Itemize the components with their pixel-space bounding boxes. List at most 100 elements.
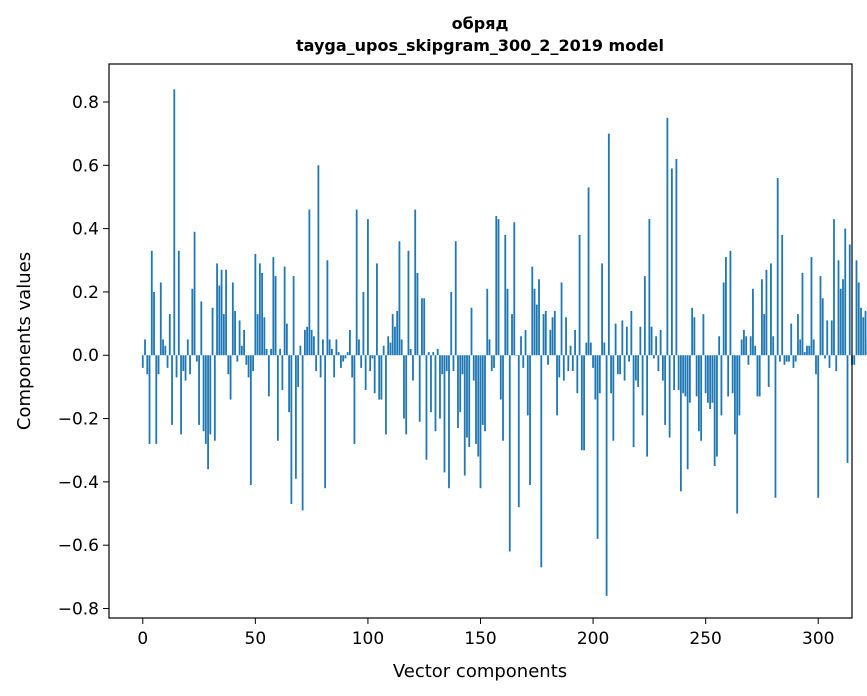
y-tick-label: −0.8 <box>58 600 99 620</box>
bar <box>475 355 477 444</box>
bar <box>619 355 621 375</box>
y-axis-ticks: −0.8 −0.6 −0.4 −0.2 0.0 0.2 0.4 0.6 0.8 <box>58 93 109 620</box>
bar <box>463 355 466 476</box>
bar <box>727 355 730 397</box>
bar <box>639 326 642 356</box>
bar <box>587 187 590 356</box>
bar <box>803 352 806 356</box>
bar <box>414 209 417 356</box>
bar <box>207 355 209 470</box>
bar <box>195 355 198 362</box>
bar <box>175 355 178 378</box>
bar <box>430 355 432 413</box>
bar <box>526 355 529 416</box>
bar <box>862 317 865 356</box>
bar <box>731 355 734 394</box>
x-tick-label: 100 <box>352 629 384 649</box>
bar <box>315 355 318 372</box>
bar <box>382 345 385 356</box>
bar <box>371 355 374 359</box>
bar <box>457 355 459 429</box>
bar <box>238 320 241 356</box>
bar <box>218 285 221 356</box>
bar <box>630 310 633 356</box>
bar <box>565 317 567 356</box>
bar <box>452 355 455 372</box>
bar <box>743 329 745 356</box>
bar <box>303 329 306 356</box>
bar <box>454 241 457 356</box>
bar <box>290 355 293 505</box>
bar <box>477 355 480 457</box>
bar <box>722 282 725 356</box>
bar <box>299 345 302 356</box>
bar <box>522 355 525 368</box>
bar <box>168 314 171 356</box>
bar <box>821 298 824 356</box>
bar <box>693 317 696 356</box>
bar <box>824 355 826 359</box>
bar <box>756 355 759 397</box>
bar <box>211 307 214 356</box>
bar <box>443 355 446 473</box>
bar <box>405 355 408 435</box>
bar <box>272 257 275 356</box>
bar <box>533 288 536 356</box>
bar <box>729 250 732 356</box>
bar <box>225 269 227 356</box>
x-axis-label: Vector components <box>393 661 567 682</box>
bar <box>612 355 615 441</box>
bar <box>337 352 340 356</box>
bar <box>407 250 410 356</box>
bar <box>808 345 811 356</box>
bar <box>567 355 570 372</box>
bar <box>495 215 498 356</box>
bar <box>725 257 727 356</box>
x-tick-label: 300 <box>802 629 834 649</box>
bar <box>767 355 770 387</box>
bar <box>220 269 223 356</box>
bar <box>616 355 619 375</box>
bar <box>499 355 502 400</box>
bar <box>792 355 795 368</box>
bar <box>661 355 664 381</box>
bar <box>508 355 511 552</box>
bar <box>472 355 475 381</box>
bar <box>531 266 534 356</box>
bar <box>711 355 714 403</box>
y-tick-label: 0.8 <box>72 93 99 113</box>
bar <box>412 355 414 381</box>
bar <box>362 291 365 356</box>
y-tick-label: 0.0 <box>72 346 99 366</box>
bar <box>716 355 718 457</box>
bar <box>380 355 383 400</box>
bar <box>842 279 844 356</box>
bar <box>779 355 781 362</box>
bar <box>227 355 230 375</box>
bar <box>621 320 624 356</box>
bar <box>186 339 189 356</box>
bar <box>481 355 484 425</box>
bar <box>180 355 182 435</box>
bar <box>659 329 662 356</box>
bar <box>321 339 324 356</box>
bar <box>815 355 817 375</box>
bar <box>182 355 185 372</box>
bar <box>213 355 216 441</box>
bar <box>785 355 788 362</box>
bar <box>801 272 804 356</box>
bar <box>252 355 254 372</box>
bar <box>860 307 862 356</box>
bar <box>571 355 574 372</box>
bar <box>353 355 356 444</box>
bar <box>517 355 520 508</box>
bar <box>709 355 712 410</box>
y-tick-label: −0.2 <box>58 410 99 430</box>
bar <box>209 355 212 435</box>
bar <box>846 355 849 463</box>
bar <box>484 355 486 432</box>
bar <box>707 355 709 403</box>
bar <box>403 355 405 419</box>
bar <box>643 276 646 356</box>
